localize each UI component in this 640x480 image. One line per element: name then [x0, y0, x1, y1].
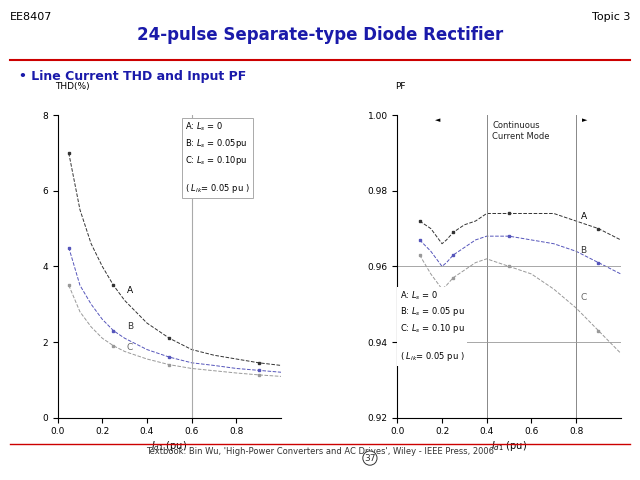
Text: ►: ►: [582, 118, 588, 123]
Text: A: $L_s$ = 0
B: $L_s$ = 0.05 pu
C: $L_s$ = 0.10 pu

( $L_{lk}$= 0.05 pu ): A: $L_s$ = 0 B: $L_s$ = 0.05 pu C: $L_s$…: [399, 289, 465, 363]
Text: ◄: ◄: [435, 118, 440, 123]
Text: B: B: [580, 246, 587, 255]
Text: • Line Current THD and Input PF: • Line Current THD and Input PF: [19, 70, 246, 83]
Text: A: A: [580, 212, 587, 221]
Text: PF: PF: [395, 82, 406, 91]
Text: THD(%): THD(%): [56, 82, 90, 91]
X-axis label: $I_{d1}$ (pu): $I_{d1}$ (pu): [151, 439, 188, 453]
Text: Textbook: Bin Wu, 'High-Power Converters and AC Drives', Wiley - IEEE Press, 200: Textbook: Bin Wu, 'High-Power Converters…: [146, 447, 494, 456]
X-axis label: $I_{d1}$ (pu): $I_{d1}$ (pu): [491, 439, 527, 453]
Text: A: $L_s$ = 0
B: $L_s$ = 0.05pu
C: $L_s$ = 0.10pu

( $L_{lk}$= 0.05 pu ): A: $L_s$ = 0 B: $L_s$ = 0.05pu C: $L_s$ …: [185, 121, 250, 195]
Text: 24-pulse Separate-type Diode Rectifier: 24-pulse Separate-type Diode Rectifier: [137, 26, 503, 45]
Text: C: C: [580, 293, 587, 302]
Text: Continuous
Current Mode: Continuous Current Mode: [492, 121, 550, 141]
Text: A: A: [127, 286, 133, 295]
Text: Topic 3: Topic 3: [592, 12, 630, 22]
Text: C: C: [127, 343, 133, 352]
Text: EE8407: EE8407: [10, 12, 52, 22]
Text: 37: 37: [364, 454, 376, 463]
Text: B: B: [127, 322, 133, 331]
